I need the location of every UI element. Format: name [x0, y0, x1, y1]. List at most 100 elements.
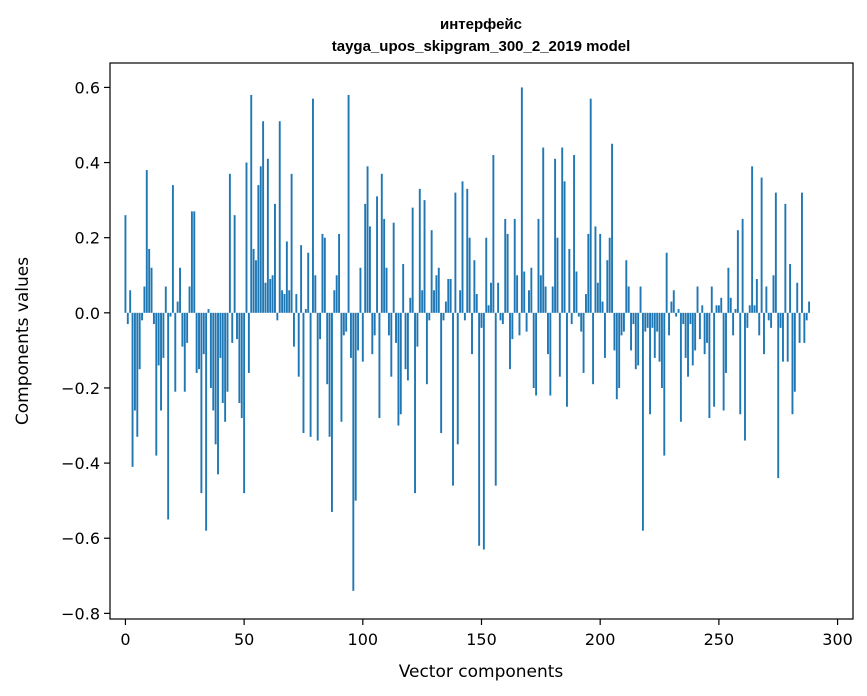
bar	[663, 312, 666, 456]
bar	[689, 312, 692, 325]
bar	[625, 260, 628, 313]
bar	[468, 237, 471, 313]
plot-frame	[109, 62, 854, 620]
bar	[791, 312, 794, 415]
bar	[739, 312, 742, 415]
bar	[717, 305, 720, 313]
bar	[397, 312, 400, 426]
bar	[207, 309, 210, 313]
y-tick-label: −0.4	[61, 454, 100, 473]
bar	[359, 267, 362, 313]
bar	[126, 312, 129, 325]
bar	[437, 267, 440, 313]
x-tick-label: 250	[704, 630, 735, 649]
bar	[698, 312, 701, 340]
bar	[152, 312, 155, 325]
bar	[516, 275, 519, 313]
bar	[447, 279, 450, 313]
y-tick-label: 0.4	[75, 154, 100, 173]
bar	[613, 312, 616, 351]
bar	[770, 312, 773, 328]
bar	[169, 312, 172, 317]
bar	[774, 192, 777, 313]
bar	[212, 312, 215, 411]
bar	[309, 312, 312, 437]
bar	[471, 312, 473, 355]
bar	[596, 282, 599, 313]
bar	[701, 305, 704, 313]
bar	[133, 312, 136, 411]
bar	[183, 312, 186, 392]
bar	[577, 312, 580, 317]
bar	[404, 312, 407, 370]
bar	[630, 312, 632, 351]
bar	[575, 271, 578, 313]
bar	[195, 312, 198, 373]
bar	[485, 237, 488, 313]
bar	[805, 312, 808, 321]
bar	[304, 309, 307, 313]
bar	[148, 248, 151, 313]
bar	[710, 286, 713, 313]
bars-group	[124, 87, 811, 591]
bar	[532, 312, 535, 388]
y-axis-label: Components values	[13, 257, 33, 425]
bar	[672, 290, 675, 313]
bar	[345, 312, 348, 332]
bar	[378, 312, 381, 419]
bar	[682, 312, 685, 325]
bar	[801, 192, 803, 313]
bar	[644, 312, 647, 332]
bar	[314, 275, 317, 313]
bar	[611, 143, 614, 313]
bar	[632, 312, 635, 325]
bar	[722, 312, 725, 411]
bar	[563, 181, 566, 313]
bar	[264, 282, 267, 313]
bar	[281, 290, 284, 313]
bar	[454, 192, 457, 313]
bar	[266, 158, 269, 313]
bar	[748, 305, 751, 313]
bar	[160, 312, 162, 411]
bar	[461, 181, 464, 313]
x-tick-label: 300	[822, 630, 853, 649]
bar	[143, 286, 146, 313]
bar	[323, 237, 326, 313]
y-tick-label: 0.6	[75, 78, 100, 97]
y-tick-label: −0.6	[61, 529, 100, 548]
bar	[285, 241, 288, 313]
bar	[554, 158, 557, 313]
bar	[352, 312, 355, 591]
bar	[713, 312, 716, 407]
bar	[233, 215, 236, 313]
bar	[490, 282, 492, 313]
bar	[480, 312, 483, 328]
bar	[734, 309, 737, 313]
bar	[518, 312, 521, 336]
bar	[238, 312, 241, 403]
bar	[276, 312, 279, 321]
bar	[402, 263, 405, 313]
bar	[656, 312, 659, 332]
bar	[520, 87, 523, 313]
bar	[646, 312, 649, 328]
bar	[302, 312, 305, 434]
bar	[466, 188, 469, 313]
bar	[300, 245, 303, 313]
bar	[637, 312, 640, 366]
bar	[150, 267, 153, 313]
bar	[224, 312, 227, 422]
bar	[589, 98, 592, 313]
bar	[528, 290, 530, 313]
bar	[354, 312, 357, 501]
bar	[556, 237, 559, 313]
bar	[295, 294, 298, 313]
bar	[715, 305, 718, 313]
bar	[171, 185, 174, 313]
bar	[259, 166, 262, 313]
bar	[124, 215, 127, 313]
bar	[157, 312, 160, 366]
